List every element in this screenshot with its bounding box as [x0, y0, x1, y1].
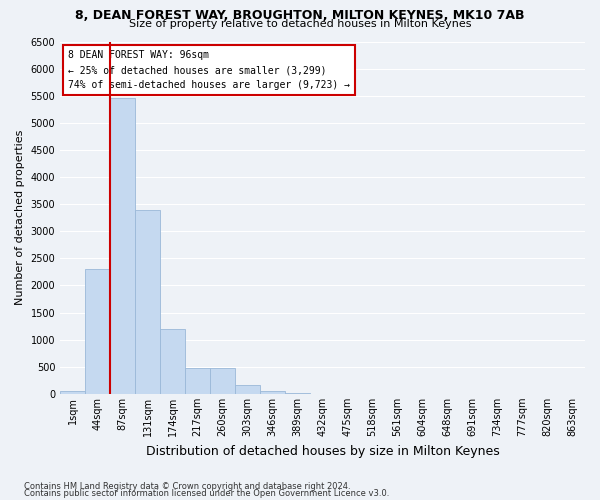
Text: 8, DEAN FOREST WAY, BROUGHTON, MILTON KEYNES, MK10 7AB: 8, DEAN FOREST WAY, BROUGHTON, MILTON KE…: [75, 9, 525, 22]
Bar: [160, 329, 185, 394]
Bar: [285, 393, 310, 394]
Bar: [60, 390, 85, 394]
Bar: [110, 98, 135, 394]
Text: Contains public sector information licensed under the Open Government Licence v3: Contains public sector information licen…: [24, 488, 389, 498]
Bar: [210, 368, 235, 394]
Bar: [235, 385, 260, 394]
Text: Size of property relative to detached houses in Milton Keynes: Size of property relative to detached ho…: [129, 19, 471, 29]
Bar: [135, 210, 160, 394]
Text: Contains HM Land Registry data © Crown copyright and database right 2024.: Contains HM Land Registry data © Crown c…: [24, 482, 350, 491]
Text: 8 DEAN FOREST WAY: 96sqm
← 25% of detached houses are smaller (3,299)
74% of sem: 8 DEAN FOREST WAY: 96sqm ← 25% of detach…: [68, 50, 350, 90]
Bar: [85, 269, 110, 394]
X-axis label: Distribution of detached houses by size in Milton Keynes: Distribution of detached houses by size …: [146, 444, 499, 458]
Bar: [260, 390, 285, 394]
Bar: [185, 368, 210, 394]
Y-axis label: Number of detached properties: Number of detached properties: [15, 130, 25, 306]
